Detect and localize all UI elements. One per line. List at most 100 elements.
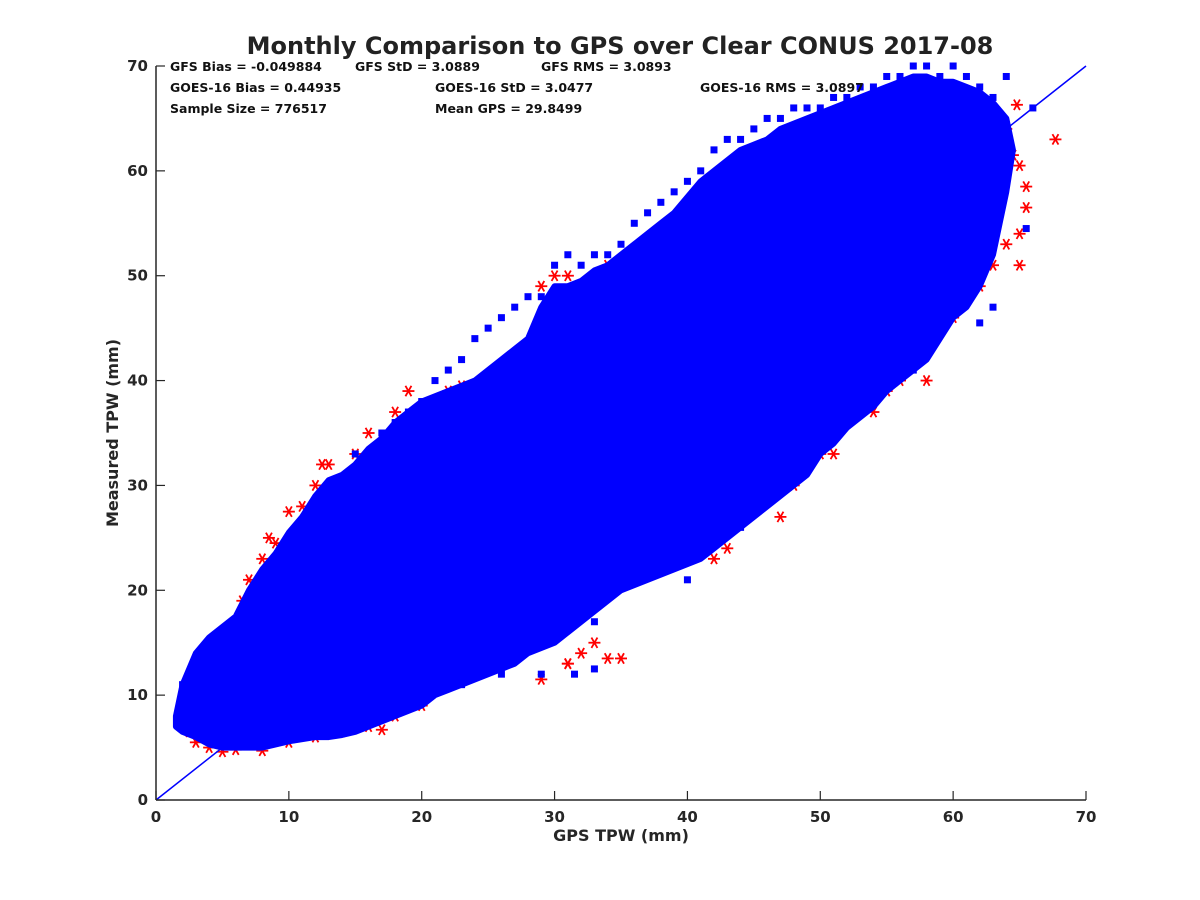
blue-square-point: [458, 681, 466, 689]
red-asterisk-point: [309, 479, 322, 492]
blue-square-point: [418, 398, 426, 406]
blue-square-point: [710, 146, 718, 154]
blue-square-point: [657, 198, 665, 206]
red-asterisk-point: [774, 511, 787, 523]
blue-square-point: [976, 319, 984, 327]
stat-goes-std: GOES-16 StD = 3.0477: [435, 80, 593, 95]
y-axis-label: Measured TPW (mm): [103, 339, 122, 527]
blue-square-point: [311, 723, 319, 731]
blue-square-point: [883, 72, 891, 80]
blue-square-point: [737, 135, 745, 143]
blue-square-point: [750, 125, 758, 133]
red-asterisk-point: [1013, 159, 1026, 172]
blue-square-point: [949, 62, 957, 70]
x-tick-label: 60: [943, 808, 964, 826]
red-asterisk-point: [322, 458, 335, 471]
tick-labels: 0 10 20 30 40 50 60 70 0 10 20 30 40 50 60 70: [127, 57, 1096, 826]
red-asterisk-point: [1013, 228, 1026, 240]
blue-square-point: [604, 251, 612, 259]
blue-square-point: [590, 665, 598, 673]
blue-square-point: [869, 83, 877, 91]
blue-square-point: [438, 408, 446, 416]
blue-square-point: [551, 261, 559, 269]
blue-square-point: [325, 523, 333, 531]
red-asterisk-point: [708, 553, 720, 565]
red-asterisk-point: [601, 652, 614, 665]
blue-square-point: [418, 691, 426, 699]
blue-point-cloud: [172, 73, 1016, 751]
blue-square-point: [723, 135, 731, 143]
red-asterisk-point: [615, 652, 627, 665]
blue-square-point: [444, 366, 452, 374]
blue-square-point: [471, 335, 479, 343]
stat-gfs-rms: GFS RMS = 3.0893: [541, 59, 672, 74]
blue-square-point: [551, 586, 559, 594]
blue-square-point: [856, 83, 864, 91]
blue-square-point: [571, 670, 578, 678]
plot-area: [155, 62, 1087, 801]
red-asterisk-point: [575, 647, 588, 659]
blue-square-point: [404, 408, 412, 416]
blue-square-point: [830, 93, 838, 101]
blue-square-point: [617, 576, 625, 584]
blue-square-point: [816, 104, 824, 112]
stat-mean-gps: Mean GPS = 29.8499: [435, 101, 582, 116]
x-tick-label: 20: [411, 808, 432, 826]
blue-square-point: [391, 707, 399, 715]
red-asterisk-point: [256, 553, 269, 565]
blue-square-point: [896, 72, 904, 80]
blue-square-point: [285, 723, 293, 731]
y-tick-label: 10: [127, 686, 148, 704]
blue-square-point: [577, 261, 585, 269]
red-asterisk-point: [721, 542, 734, 554]
stats-annotations: GFS Bias = -0.049884 GFS StD = 3.0889 GF…: [170, 59, 864, 116]
red-asterisk-point: [561, 270, 574, 282]
blue-square-point: [391, 419, 399, 427]
blue-square-point: [365, 450, 373, 458]
blue-square-point: [338, 712, 346, 720]
red-asterisk-point: [588, 637, 601, 649]
y-tick-label: 60: [127, 162, 148, 180]
red-asterisk-point: [1010, 99, 1023, 111]
blue-square-point: [537, 670, 545, 678]
blue-square-point: [378, 429, 386, 437]
blue-square-point: [803, 104, 811, 112]
blue-square-point: [564, 251, 572, 259]
y-tick-label: 30: [127, 476, 148, 494]
blue-square-point: [484, 324, 492, 332]
blue-square-point: [737, 523, 745, 531]
red-asterisk-point: [827, 448, 840, 460]
red-asterisk-point: [1013, 259, 1026, 271]
y-tick-label: 0: [138, 791, 148, 809]
blue-square-point: [909, 366, 917, 374]
blue-square-point: [644, 502, 652, 510]
blue-square-point: [790, 460, 798, 468]
x-tick-label: 30: [544, 808, 565, 826]
blue-square-point: [763, 114, 771, 122]
stat-sample-size: Sample Size = 776517: [170, 101, 327, 116]
x-tick-label: 40: [677, 808, 698, 826]
red-asterisk-point: [375, 724, 388, 736]
blue-square-point: [683, 177, 691, 185]
stat-goes-bias: GOES-16 Bias = 0.44935: [170, 80, 341, 95]
blue-square-point: [497, 670, 505, 678]
x-tick-label: 50: [810, 808, 831, 826]
blue-square-point: [630, 219, 638, 227]
blue-square-point: [790, 104, 798, 112]
blue-square-point: [816, 429, 824, 437]
red-asterisk-point: [282, 505, 295, 518]
blue-square-point: [497, 628, 505, 636]
chart-title: Monthly Comparison to GPS over Clear CON…: [247, 32, 994, 60]
blue-square-point: [351, 450, 359, 458]
blue-square-point: [989, 93, 997, 101]
axes: [155, 65, 1087, 801]
blue-square-point: [258, 733, 266, 741]
blue-square-point: [1022, 225, 1030, 233]
red-asterisk-point: [362, 427, 375, 439]
blue-square-point: [1002, 72, 1010, 80]
blue-square-point: [431, 377, 439, 385]
blue-square-point: [285, 544, 293, 552]
red-asterisk-point: [1020, 201, 1033, 214]
blue-square-point: [909, 62, 917, 70]
blue-square-point: [298, 523, 306, 531]
